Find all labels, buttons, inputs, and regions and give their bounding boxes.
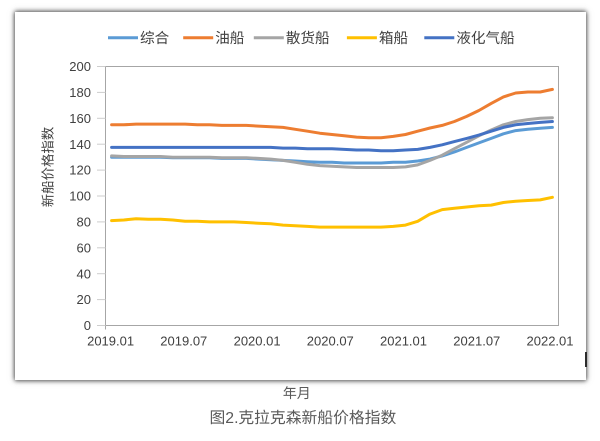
svg-text:60: 60 [77,240,91,255]
svg-text:2020.01: 2020.01 [234,334,281,349]
svg-text:2019.07: 2019.07 [160,334,207,349]
svg-text:40: 40 [77,266,91,281]
svg-text:2019.01: 2019.01 [87,334,134,349]
svg-text:140: 140 [69,137,91,152]
svg-text:120: 120 [69,163,91,178]
svg-text:100: 100 [69,189,91,204]
svg-text:0: 0 [84,318,91,333]
svg-text:2020.07: 2020.07 [307,334,354,349]
svg-text:20: 20 [77,292,91,307]
svg-text:2021.07: 2021.07 [453,334,500,349]
svg-text:2022.01: 2022.01 [527,334,574,349]
svg-text:2.: 2. [225,410,238,427]
svg-text:80: 80 [77,215,91,230]
svg-text:200: 200 [69,59,91,74]
svg-text:160: 160 [69,111,91,126]
svg-text:180: 180 [69,85,91,100]
svg-text:2021.01: 2021.01 [380,334,427,349]
